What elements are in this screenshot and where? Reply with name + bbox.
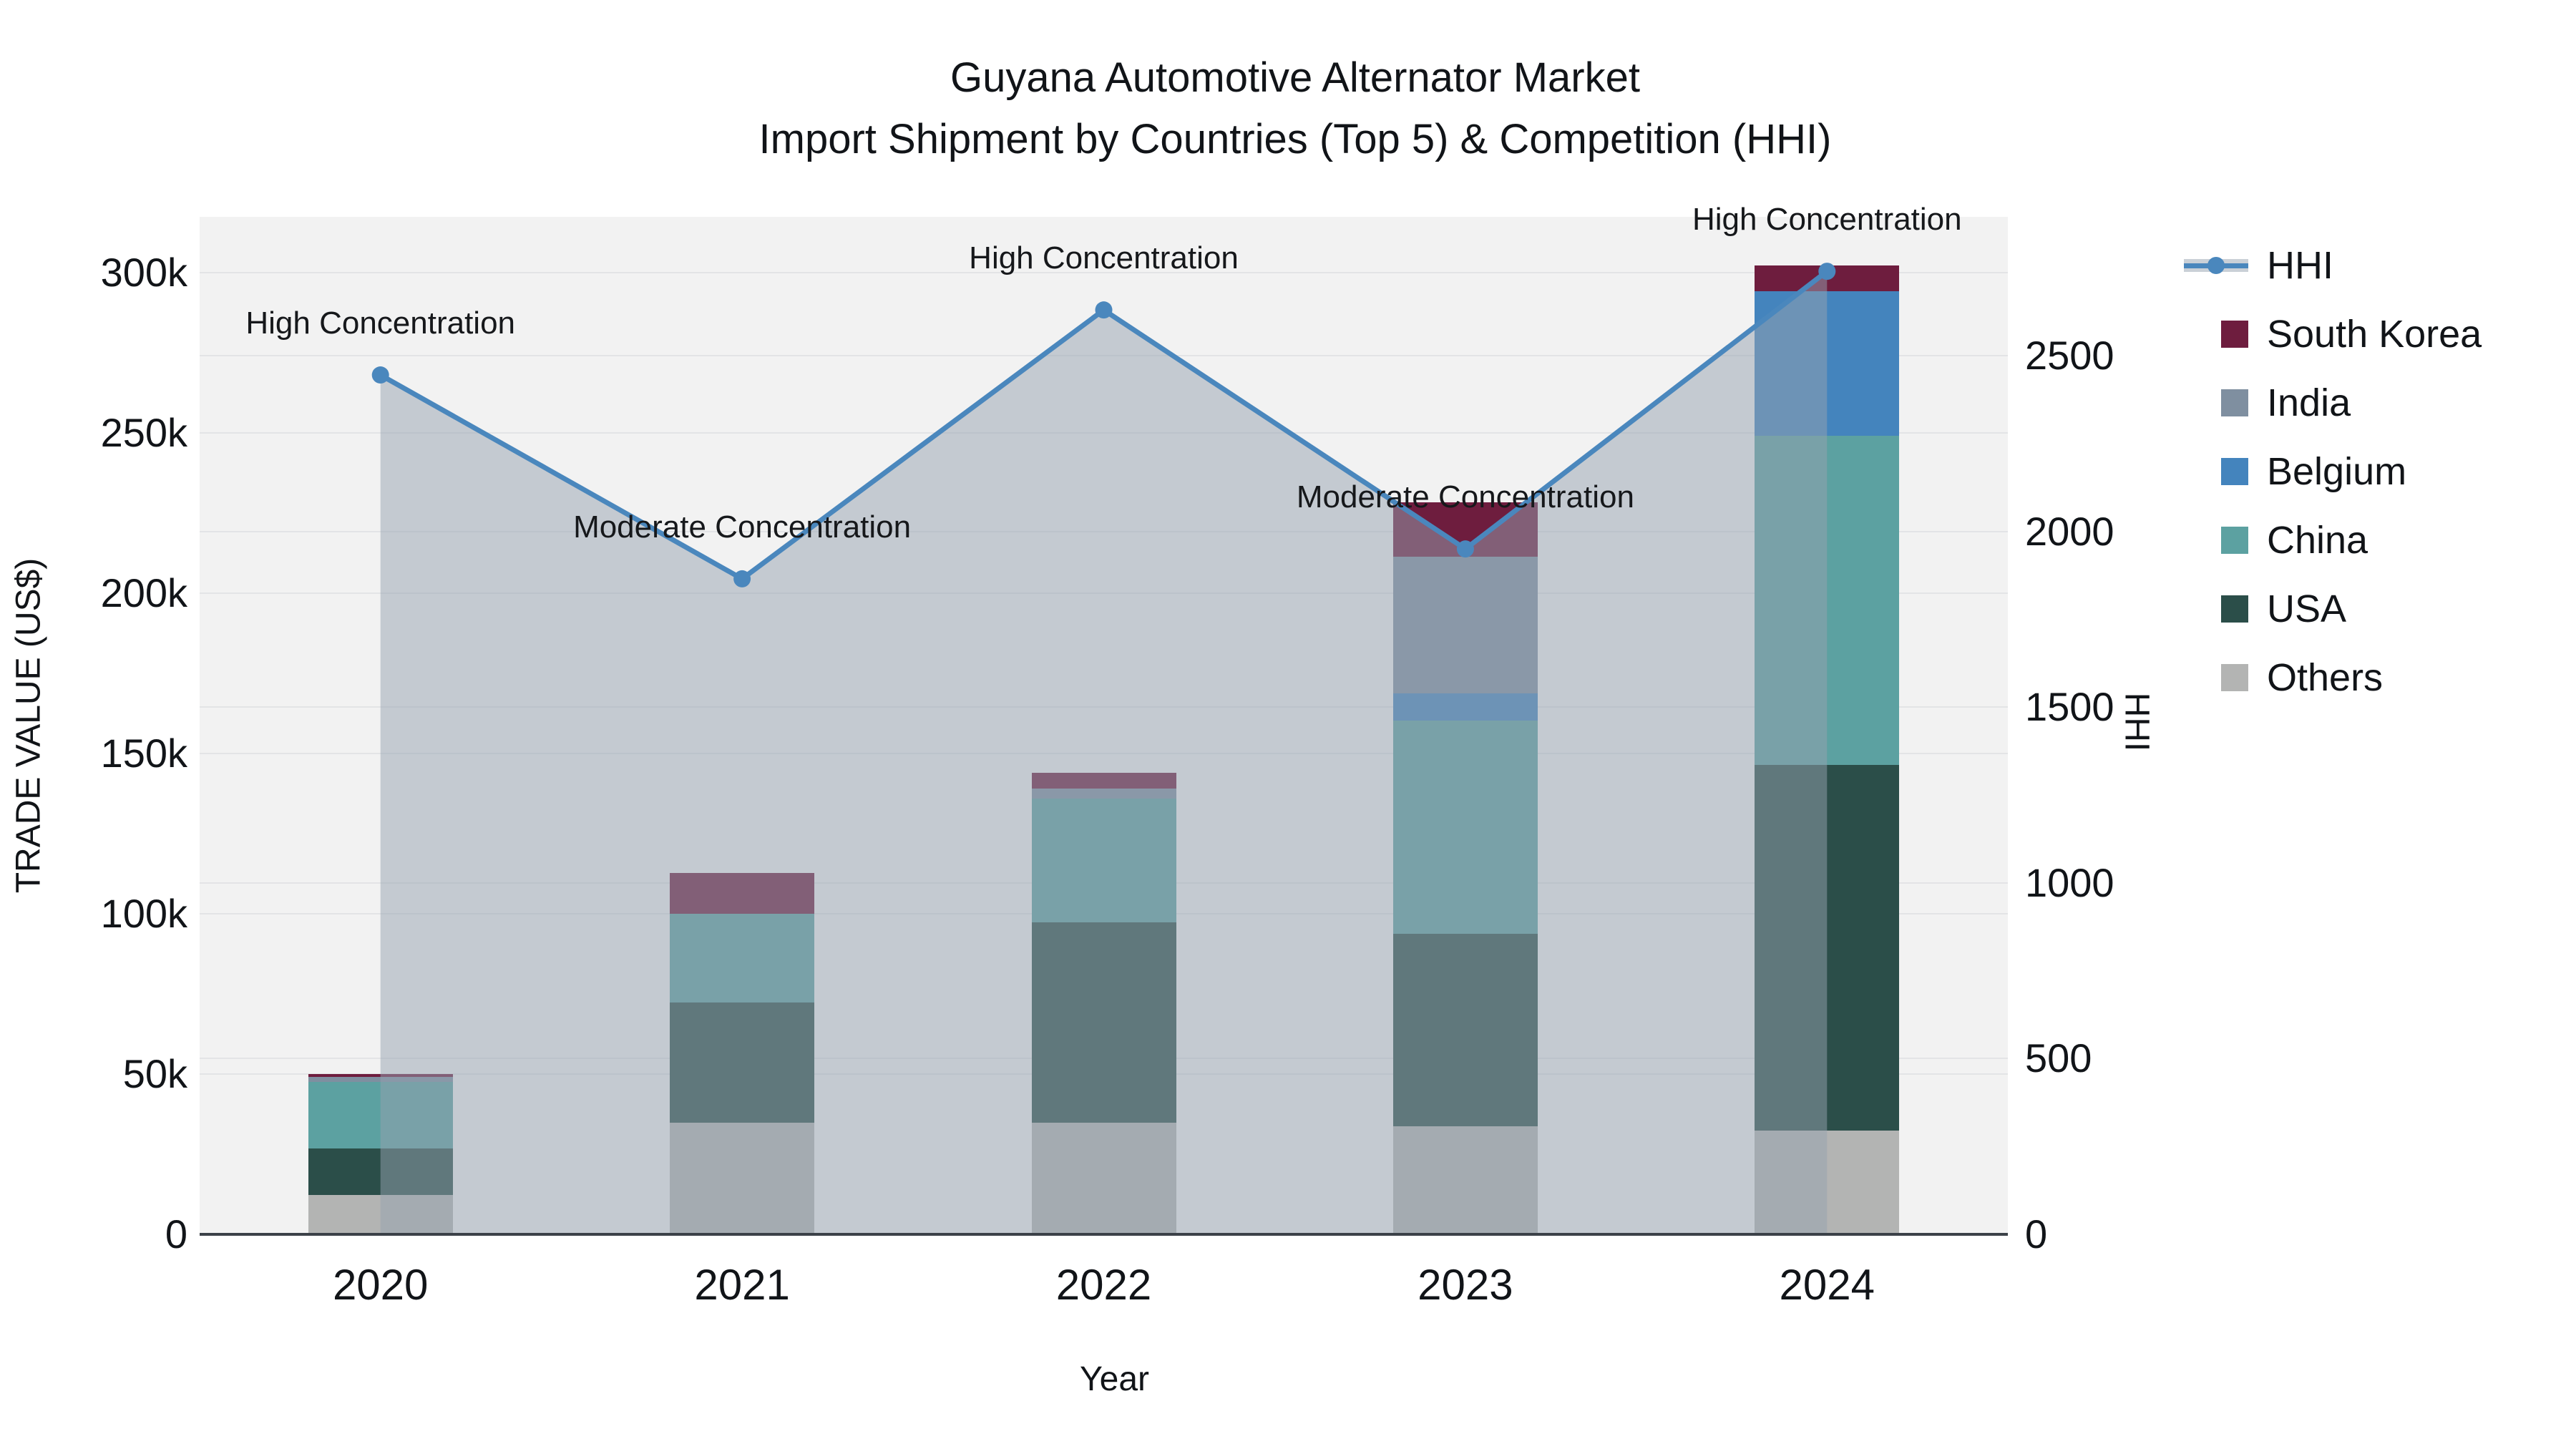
- plot-area: High Concentration Moderate Concentration…: [200, 202, 2008, 1234]
- bar-segment-india-2020[interactable]: [308, 1077, 453, 1083]
- legend-item-india[interactable]: India: [2184, 369, 2482, 437]
- legend-label-belgium: Belgium: [2267, 450, 2407, 493]
- hhi-marker-2023[interactable]: [1456, 540, 1474, 558]
- y-tick-right-2500: 2500: [2025, 333, 2114, 379]
- y-tick-left-150k: 150k: [100, 730, 187, 776]
- legend-swatch-usa: [2221, 595, 2248, 623]
- y-tick-left-300k: 300k: [100, 249, 187, 295]
- x-axis-title: Year: [1080, 1360, 1149, 1398]
- x-tick-2020: 2020: [332, 1261, 429, 1309]
- chart-title: Guyana Automotive Alternator Market: [950, 54, 1640, 101]
- legend-swatch-belgium: [2221, 458, 2248, 485]
- legend-item-others[interactable]: Others: [2184, 643, 2482, 712]
- gridline-trade-300k: [200, 271, 2008, 273]
- legend-label-china: China: [2267, 519, 2368, 562]
- x-tick-2024: 2024: [1779, 1261, 1875, 1309]
- legend-label-south-korea: South Korea: [2267, 313, 2482, 356]
- chart-subtitle: Import Shipment by Countries (Top 5) & C…: [758, 116, 1832, 162]
- hhi-line-layer: [371, 263, 1836, 1234]
- annotation-2021: Moderate Concentration: [573, 509, 912, 545]
- x-tick-2021: 2021: [694, 1261, 790, 1309]
- legend-label-others: Others: [2267, 656, 2384, 699]
- annotation-2023: Moderate Concentration: [1296, 479, 1634, 515]
- legend-item-hhi[interactable]: HHI: [2184, 231, 2482, 300]
- annotation-2024: High Concentration: [1692, 202, 1962, 238]
- legend-swatch-china: [2221, 527, 2248, 554]
- hhi-line-legend-dot: [2207, 257, 2225, 274]
- y-tick-right-1000: 1000: [2025, 859, 2114, 905]
- x-tick-2022: 2022: [1055, 1261, 1152, 1309]
- y-tick-left-50k: 50k: [122, 1050, 187, 1096]
- legend-item-belgium[interactable]: Belgium: [2184, 437, 2482, 506]
- y-tick-right-500: 500: [2025, 1035, 2092, 1081]
- y-tick-left-250k: 250k: [100, 409, 187, 455]
- y-tick-right-0: 0: [2025, 1211, 2048, 1257]
- y-axis-title-left: TRADE VALUE (US$): [9, 557, 48, 894]
- hhi-marker-2024[interactable]: [1818, 263, 1836, 280]
- legend-swatch-south-korea: [2221, 321, 2248, 348]
- annotation-2020: High Concentration: [245, 306, 516, 341]
- x-axis-line: [200, 1233, 2008, 1236]
- legend-label-hhi: HHI: [2267, 244, 2333, 287]
- legend-item-usa[interactable]: USA: [2184, 575, 2482, 643]
- hhi-marker-2021[interactable]: [733, 570, 751, 587]
- annotation-2022: High Concentration: [969, 240, 1239, 276]
- chart-title-block: Guyana Automotive Alternator Market Impo…: [0, 47, 2576, 170]
- legend-swatch-others: [2221, 664, 2248, 691]
- y-tick-right-2000: 2000: [2025, 508, 2114, 554]
- x-tick-2023: 2023: [1418, 1261, 1513, 1309]
- legend-item-south-korea[interactable]: South Korea: [2184, 300, 2482, 369]
- hhi-line-legend-icon: [2184, 251, 2248, 280]
- legend-label-india: India: [2267, 381, 2351, 424]
- legend: HHI South Korea India Belgium China USA Others: [2184, 231, 2482, 712]
- y-tick-left-200k: 200k: [100, 570, 187, 615]
- hhi-marker-2022[interactable]: [1095, 301, 1113, 319]
- hhi-marker-2020[interactable]: [371, 366, 389, 384]
- bar-segment-south-korea-2020[interactable]: [308, 1073, 453, 1078]
- legend-label-usa: USA: [2267, 587, 2347, 630]
- legend-item-china[interactable]: China: [2184, 506, 2482, 575]
- y-tick-left-0: 0: [165, 1211, 187, 1257]
- y-axis-title-right: HHI: [2117, 692, 2156, 752]
- y-tick-left-100k: 100k: [100, 890, 187, 936]
- y-tick-right-1500: 1500: [2025, 684, 2114, 730]
- hhi-area-fill: [380, 271, 1828, 1234]
- legend-swatch-india: [2221, 389, 2248, 416]
